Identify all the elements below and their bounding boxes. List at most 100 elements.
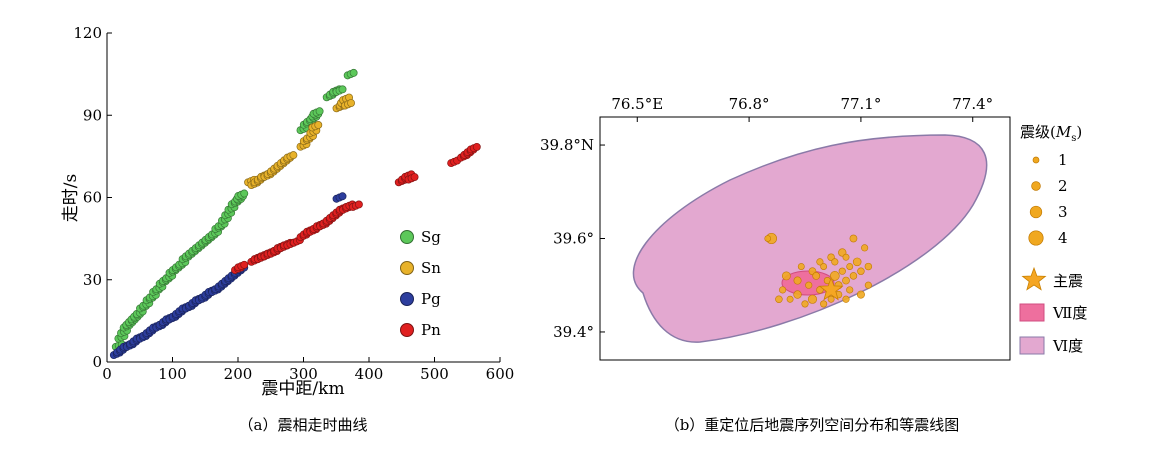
- y-tick-label: 120: [73, 24, 102, 42]
- data-point: [410, 173, 419, 182]
- event-dot: [849, 234, 858, 243]
- event-dot: [820, 300, 828, 308]
- mainshock-star: [818, 276, 844, 301]
- data-points: [109, 68, 481, 359]
- intensity-6-label: Ⅵ度: [1052, 337, 1083, 355]
- event-dot: [861, 244, 869, 252]
- legend-label: Sg: [421, 228, 441, 246]
- caption-a: （a）震相走时曲线: [239, 416, 368, 434]
- event-dot: [797, 263, 805, 270]
- data-point: [338, 85, 347, 94]
- size-legend-dot: [1028, 230, 1044, 246]
- lat-tick-label: 39.6°: [553, 230, 594, 248]
- event-dot: [805, 281, 813, 289]
- intensity-6-swatch: [1019, 336, 1045, 355]
- legend-label: Pg: [421, 290, 441, 308]
- x-tick-label: 100: [158, 365, 187, 383]
- event-dot: [786, 295, 794, 303]
- intensity-7-label: Ⅶ度: [1052, 304, 1087, 322]
- legend-marker: [400, 292, 414, 306]
- legend-marker: [400, 261, 414, 275]
- data-point: [240, 260, 249, 269]
- map-legend: 震级(Ms) 1 2 3 4 主震 Ⅶ度 Ⅵ度: [1019, 123, 1087, 355]
- x-tick-label: 400: [355, 365, 384, 383]
- data-point: [240, 189, 249, 198]
- event-dot: [812, 272, 821, 280]
- lat-tick-label: 39.4°: [553, 323, 594, 341]
- magnitude-size-legend: 1 2 3 4: [1028, 151, 1068, 247]
- data-point: [289, 151, 298, 160]
- event-dot: [842, 276, 850, 285]
- axis-ticks: 0 100 200 300 400 500 600 0 30 60 90 120: [73, 24, 514, 383]
- intensity-6-isoseismal: [632, 134, 988, 343]
- lon-tick-label: 76.8°: [729, 95, 770, 113]
- series-pn: [231, 142, 481, 274]
- caption-b: （b）重定位后地震序列空间分布和等震线图: [665, 416, 960, 434]
- event-dot: [852, 257, 862, 267]
- size-legend-dot: [1029, 205, 1043, 219]
- legend-label: Pn: [421, 321, 441, 339]
- event-dot: [842, 295, 850, 303]
- x-tick-label: 0: [102, 365, 112, 383]
- event-dot: [829, 271, 840, 281]
- map-ticks: 76.5°E 76.8° 77.1° 77.4° 39.8°N 39.6° 39.4°: [540, 95, 993, 341]
- size-legend-dot: [1032, 156, 1040, 164]
- event-dot: [857, 267, 865, 275]
- event-dot: [838, 267, 846, 275]
- series-sn: [244, 93, 355, 189]
- size-legend-dot: [1031, 181, 1041, 191]
- y-tick-label: 60: [83, 189, 102, 207]
- legend-star-icon: [1021, 266, 1047, 291]
- legend: Sg Sn Pg Pn: [400, 228, 441, 339]
- y-tick-label: 30: [83, 271, 102, 289]
- data-point: [472, 142, 481, 151]
- data-point: [354, 200, 363, 209]
- aftershock-events: [764, 232, 873, 308]
- size-legend-label: 2: [1058, 177, 1068, 195]
- event-dot: [775, 295, 783, 303]
- event-dot: [831, 258, 839, 266]
- event-dot: [849, 272, 858, 280]
- lat-tick-label: 39.8°N: [540, 136, 594, 154]
- event-dot: [801, 300, 809, 308]
- lon-tick-label: 76.5°E: [611, 95, 663, 113]
- legend-marker: [400, 323, 414, 337]
- event-dot: [856, 290, 865, 299]
- magnitude-legend-title: 震级(Ms): [1020, 123, 1082, 144]
- legend-marker: [400, 230, 414, 244]
- event-dot: [764, 235, 772, 242]
- event-dot: [864, 262, 873, 271]
- event-dot: [816, 258, 824, 266]
- epicenter-map: 76.5°E 76.8° 77.1° 77.4° 39.8°N 39.6° 39.4° 震级…: [540, 95, 1087, 434]
- size-legend-label: 3: [1058, 203, 1068, 221]
- event-dot: [807, 294, 818, 304]
- intensity-7-swatch: [1019, 303, 1045, 322]
- legend-star: [1021, 266, 1047, 291]
- x-axis-label: 震中距/km: [261, 379, 344, 399]
- data-point: [349, 68, 358, 77]
- event-dot: [864, 281, 872, 289]
- mainshock-legend-label: 主震: [1053, 272, 1083, 290]
- event-dot: [820, 263, 828, 270]
- data-point: [315, 107, 324, 116]
- series-sg: [111, 68, 358, 351]
- lon-tick-label: 77.1°: [840, 95, 881, 113]
- x-tick-label: 300: [289, 365, 318, 383]
- data-point: [314, 121, 323, 129]
- event-dot: [793, 276, 802, 285]
- x-tick-label: 600: [486, 365, 515, 383]
- y-tick-label: 90: [83, 106, 102, 124]
- size-legend-label: 4: [1058, 229, 1068, 247]
- x-tick-label: 500: [420, 365, 449, 383]
- event-dot: [781, 271, 791, 281]
- y-tick-label: 0: [92, 353, 102, 371]
- mainshock-star-icon: [818, 276, 844, 301]
- data-point: [347, 99, 355, 107]
- travel-time-chart: 0 100 200 300 400 500 600 0 30 60 90 120 震中距/km 走时/…: [61, 24, 514, 434]
- y-axis-label: 走时/s: [61, 174, 81, 222]
- x-tick-label: 200: [224, 365, 253, 383]
- event-dot: [842, 253, 850, 261]
- event-dot: [779, 286, 787, 294]
- size-legend-label: 1: [1058, 151, 1068, 169]
